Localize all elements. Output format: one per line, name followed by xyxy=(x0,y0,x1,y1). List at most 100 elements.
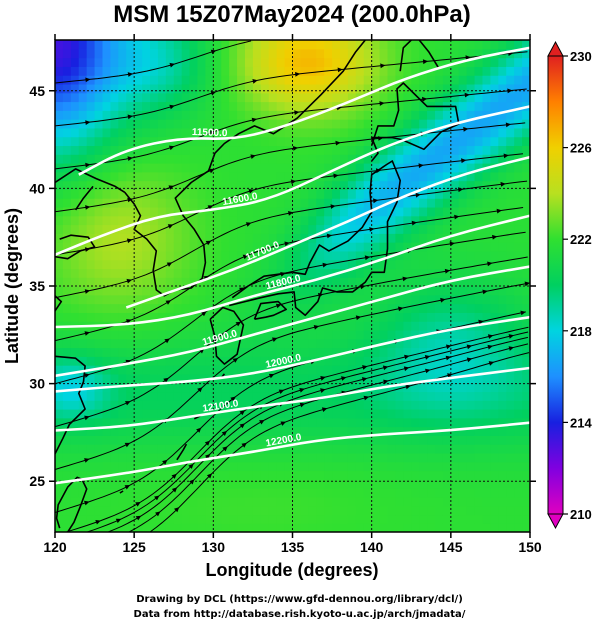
y-tick-label: 25 xyxy=(29,473,45,489)
stream-arrow xyxy=(447,373,453,378)
stream-arrow xyxy=(171,487,178,493)
contour-7 xyxy=(55,421,530,485)
stream-arrow xyxy=(268,373,275,379)
stream-arrow xyxy=(524,281,530,287)
colorbar-tick-label: 226 xyxy=(570,141,592,156)
stream-arrow xyxy=(361,377,368,382)
stream-arrow xyxy=(127,114,133,120)
x-tick-label: 140 xyxy=(360,539,384,555)
stream-arrow xyxy=(520,310,526,316)
stream-arrow xyxy=(496,208,502,214)
stream-arrow xyxy=(335,140,341,146)
stream-arrow xyxy=(378,136,384,141)
stream-arrow xyxy=(508,334,514,339)
stream-arrow xyxy=(84,458,90,463)
stream-arrow xyxy=(205,453,211,460)
plot-area: 11500.011600.011700.011800.011900.012000… xyxy=(54,39,531,533)
x-tick-label: 135 xyxy=(281,539,305,555)
stream-arrow xyxy=(375,168,382,174)
stream-arrow xyxy=(210,130,216,136)
stream-arrow xyxy=(252,79,258,84)
colorbar-min-arrow xyxy=(547,513,564,530)
streamline-9 xyxy=(55,207,524,342)
stream-arrow xyxy=(124,485,131,490)
stream-arrow xyxy=(207,205,214,210)
y-tick-label: 30 xyxy=(29,376,45,392)
stream-arrow xyxy=(127,156,133,161)
stream-arrow xyxy=(318,292,324,298)
stream-arrow xyxy=(478,319,484,325)
x-axis-ticks: 120 125 130 135 140 145 150 xyxy=(43,34,542,555)
x-tick-label: 130 xyxy=(202,539,226,555)
stream-arrow xyxy=(295,72,301,77)
stream-arrow xyxy=(461,158,467,164)
stream-arrow xyxy=(418,163,424,169)
stream-arrow xyxy=(84,415,90,421)
streamline-12 xyxy=(55,122,526,213)
stream-arrow xyxy=(411,220,417,226)
y-tick-label: 45 xyxy=(29,83,45,99)
stream-arrow xyxy=(362,365,368,370)
stream-arrow xyxy=(126,238,133,244)
stream-arrow xyxy=(84,500,90,506)
contour-2 xyxy=(125,155,530,309)
stream-arrow xyxy=(466,357,473,363)
coastline-11 xyxy=(176,443,188,461)
stream-arrow xyxy=(379,101,385,106)
colorbar: 210 214 218 222 226 230 xyxy=(547,40,592,530)
stream-arrow xyxy=(313,325,320,330)
stream-arrow xyxy=(330,204,336,209)
stream-arrow xyxy=(383,379,389,385)
stream-arrow xyxy=(405,384,411,390)
stream-arrow xyxy=(210,49,217,55)
stream-arrow xyxy=(341,376,347,381)
stream-arrow xyxy=(508,346,514,351)
stream-arrow xyxy=(449,241,455,247)
stream-arrow xyxy=(503,153,509,159)
stream-arrow xyxy=(221,430,227,436)
streamline-13 xyxy=(55,88,527,170)
colorbar-tick-label: 218 xyxy=(570,324,592,339)
stream-arrow xyxy=(321,407,328,412)
stream-arrow xyxy=(169,145,175,151)
stream-arrow xyxy=(196,427,202,433)
stream-arrow xyxy=(155,511,161,517)
stream-arrow xyxy=(275,303,282,309)
coastline-9 xyxy=(67,478,88,532)
stream-arrow xyxy=(85,205,91,210)
stream-arrow xyxy=(422,96,428,102)
stream-arrow xyxy=(294,110,300,115)
stream-arrow xyxy=(444,268,451,274)
x-axis-label: Longitude (degrees) xyxy=(205,560,378,580)
stream-arrow xyxy=(464,92,470,98)
coastlines xyxy=(55,40,460,532)
stream-arrow xyxy=(154,495,160,501)
stream-arrow xyxy=(239,423,246,429)
stream-arrow xyxy=(445,355,452,361)
stream-arrow xyxy=(163,377,169,383)
stream-arrow xyxy=(360,284,366,290)
coastline-10 xyxy=(55,476,83,529)
stream-arrow xyxy=(278,389,285,394)
contour-5 xyxy=(55,315,530,393)
height-contours: 11500.011600.011700.011800.011900.012000… xyxy=(55,46,530,485)
stream-arrow xyxy=(422,59,429,65)
coastline-1 xyxy=(74,185,94,211)
stream-arrow xyxy=(440,297,446,303)
stream-arrow xyxy=(403,366,410,372)
stream-arrow xyxy=(135,515,142,521)
stream-arrow xyxy=(454,214,460,220)
stream-arrow xyxy=(245,222,252,227)
stream-arrow xyxy=(507,88,513,94)
stream-arrow xyxy=(259,420,265,425)
stream-arrow xyxy=(466,344,473,350)
stream-arrow xyxy=(95,520,101,525)
streamline-1 xyxy=(128,343,529,532)
y-tick-label: 35 xyxy=(29,278,45,294)
stream-arrow xyxy=(189,479,195,485)
contour-3 xyxy=(55,214,530,329)
stream-arrow xyxy=(322,262,328,268)
stream-arrow xyxy=(251,117,258,123)
colorbar-max-arrow xyxy=(547,40,564,57)
stream-arrow xyxy=(250,154,256,159)
